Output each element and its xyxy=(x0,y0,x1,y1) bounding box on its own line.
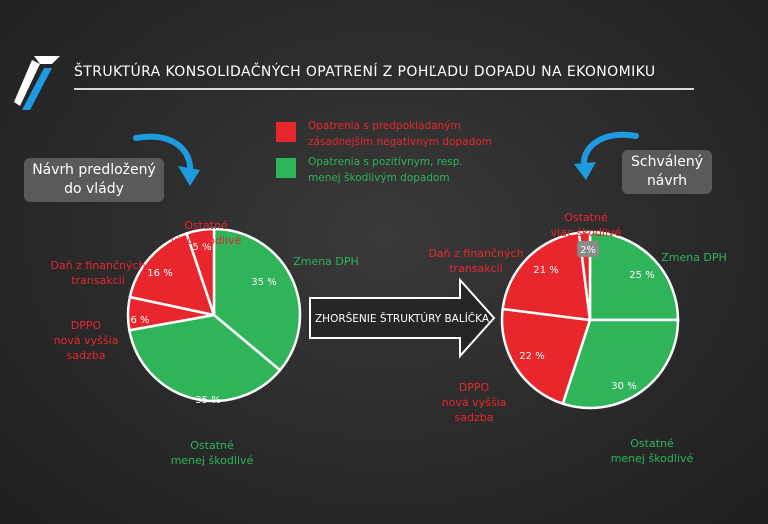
pie-1-category-label-1-line-1: menej škodlivé xyxy=(610,452,694,465)
pie-0-category-label-2-line-0: DPPO xyxy=(70,319,102,332)
pie-1-category-label-1-line-0: Ostatné xyxy=(630,437,674,450)
pie-0-category-label-2-line-2: sadzba xyxy=(66,349,106,362)
right-caption-line2: návrh xyxy=(646,173,688,189)
pie-1-category-label-3-line-1: transakcií xyxy=(449,262,503,275)
title-underline xyxy=(74,88,694,90)
pie-0-category-label-0: Zmena DPH xyxy=(293,254,359,269)
left-caption-line2: do vlády xyxy=(64,181,124,197)
right-chart-caption: Schválený návrh xyxy=(622,150,712,194)
pie-1-slice-0 xyxy=(588,230,680,322)
pie-0-value-label-1: 35 % xyxy=(195,395,220,406)
pie-1-slice-1 xyxy=(561,318,680,410)
legend-item-negative: Opatrenia s predpokladaným zásadnejším n… xyxy=(308,118,492,150)
pie-0-value-label-2: 6 % xyxy=(130,315,149,326)
pie-0-category-label-4: Ostatné viac škodlivé xyxy=(171,218,242,248)
pie-1-category-label-2: DPPO nová vyššia sadzba xyxy=(442,380,507,425)
pie-0-category-label-2: DPPO nová vyššia sadzba xyxy=(54,318,119,363)
legend-swatch-positive xyxy=(276,158,296,178)
transition-arrow-icon xyxy=(309,277,496,359)
pie-0-slice-1 xyxy=(127,313,282,403)
page-title: ŠTRUKTÚRA KONSOLIDAČNÝCH OPATRENÍ Z POHĽ… xyxy=(74,64,656,80)
pie-0-category-label-3-line-1: transakcií xyxy=(71,274,125,287)
pie-1-category-label-4-line-0: Ostatné xyxy=(564,211,608,224)
pie-1-value-label-2: 22 % xyxy=(519,351,544,362)
pie-1-category-label-0: Zmena DPH xyxy=(661,250,727,265)
pie-1-category-label-2-line-2: sadzba xyxy=(454,411,494,424)
pie-0-category-label-1: Ostatné menej škodlivé xyxy=(171,438,254,468)
pie-chart-proposal: 35 % 35 % 6 % 16 % 5 % xyxy=(126,227,302,406)
pie-1-value-label-1: 30 % xyxy=(611,381,636,392)
pie-0-slice-0 xyxy=(212,227,302,372)
right-curved-arrow-icon xyxy=(580,131,639,169)
left-curved-arrow-icon xyxy=(133,133,194,175)
pie-0-category-label-1-line-1: menej škodlivé xyxy=(170,454,254,467)
pie-1-category-label-0-line-0: Zmena DPH xyxy=(661,251,727,264)
pie-0-slice-4 xyxy=(185,227,216,316)
pie-1-category-label-1: Ostatné menej škodlivé xyxy=(611,436,694,466)
legend-positive-line1: Opatrenia s pozitívnym, resp. xyxy=(308,156,463,168)
pie-0-value-label-4: 5 % xyxy=(192,242,211,253)
pie-0-value-label-0: 35 % xyxy=(251,277,276,288)
legend-negative-line2: zásadnejším negatívnym dopadom xyxy=(308,136,492,148)
pie-chart-approved: 25 % 30 % 22 % 21 % 2% xyxy=(500,230,680,410)
pie-1-category-label-3: Daň z finančných transakcií xyxy=(428,246,523,276)
pie-0-category-label-4-line-1: viac škodlivé xyxy=(170,234,242,247)
pie-1-value-label-0: 25 % xyxy=(629,270,654,281)
brand-logo xyxy=(14,56,60,110)
pie-1-category-label-2-line-0: DPPO xyxy=(458,381,490,394)
pie-0-category-label-4-line-0: Ostatné xyxy=(184,219,228,232)
pie-1-slice-2 xyxy=(500,307,592,406)
pie-1-value-badge-4 xyxy=(577,241,599,257)
pie-1-slice-3 xyxy=(501,231,592,322)
legend-swatch-negative xyxy=(276,122,296,142)
left-caption-line1: Návrh predložený xyxy=(32,162,156,178)
pie-0-category-label-3: Daň z finančných transakcií xyxy=(50,258,145,288)
right-arrowhead-icon xyxy=(574,162,596,180)
legend-negative-line1: Opatrenia s predpokladaným xyxy=(308,120,461,132)
pie-1-category-label-4: Ostatné viac škodlivé xyxy=(551,210,622,240)
legend-positive-line2: menej škodlivým dopadom xyxy=(308,172,450,184)
pie-1-category-label-2-line-1: nová vyššia xyxy=(441,396,507,409)
right-caption-line1: Schválený xyxy=(631,154,703,170)
legend-item-positive: Opatrenia s pozitívnym, resp. menej škod… xyxy=(308,154,463,186)
pie-0-category-label-1-line-0: Ostatné xyxy=(190,439,234,452)
left-arrowhead-icon xyxy=(178,166,200,186)
pie-0-category-label-0-line-0: Zmena DPH xyxy=(293,255,359,268)
pie-0-category-label-3-line-0: Daň z finančných xyxy=(50,259,146,272)
pie-1-category-label-4-line-1: viac škodlivé xyxy=(550,226,622,239)
pie-1-category-label-3-line-0: Daň z finančných xyxy=(428,247,524,260)
pie-1-value-label-3: 21 % xyxy=(533,265,558,276)
transition-arrow-label: ZHORŠENIE ŠTRUKTÚRY BALÍČKA xyxy=(315,312,490,325)
pie-0-value-label-3: 16 % xyxy=(147,268,172,279)
pie-0-category-label-2-line-1: nová vyššia xyxy=(53,334,119,347)
pie-1-value-label-4: 2% xyxy=(580,245,596,256)
left-chart-caption: Návrh predložený do vlády xyxy=(24,158,164,202)
